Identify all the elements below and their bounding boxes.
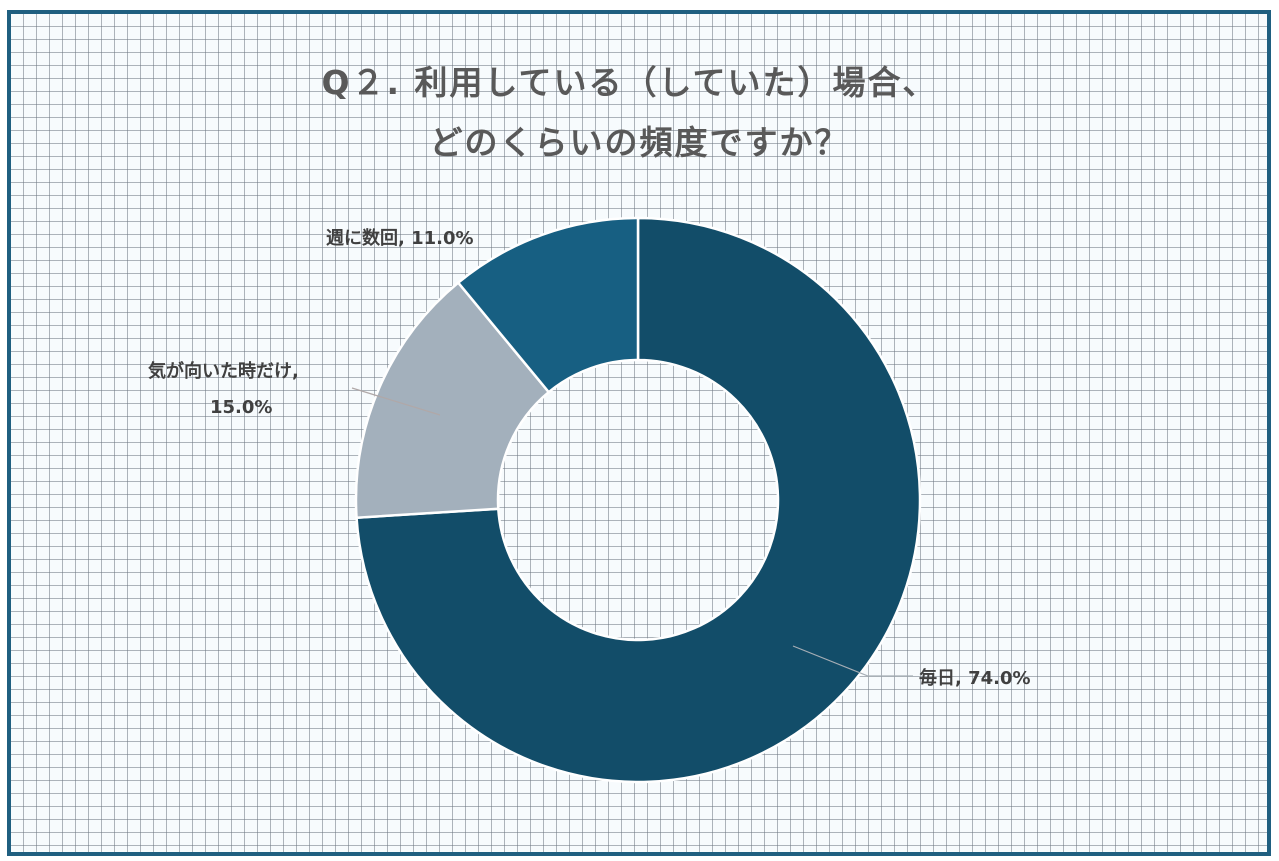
leader-line-daily [792,645,913,677]
donut-slices [354,216,922,784]
data-label-mood-line1: 気が向いた時だけ, [148,361,299,382]
donut-slice-2 [456,216,640,394]
data-label-mood-line2: 15.0% [210,397,273,418]
donut-slice-1 [354,280,551,520]
chart-title-line-2: どのくらいの頻度ですか？ [429,123,850,162]
chart-title-line-1: Q２. 利用している（していた）場合、 [321,63,938,102]
chart-frame [7,10,1271,856]
donut-slice-0 [355,216,922,784]
data-label-weekly: 週に数回, 11.0% [326,228,474,249]
leader-line-mood [351,387,441,416]
data-label-daily: 毎日, 74.0% [919,668,1031,689]
